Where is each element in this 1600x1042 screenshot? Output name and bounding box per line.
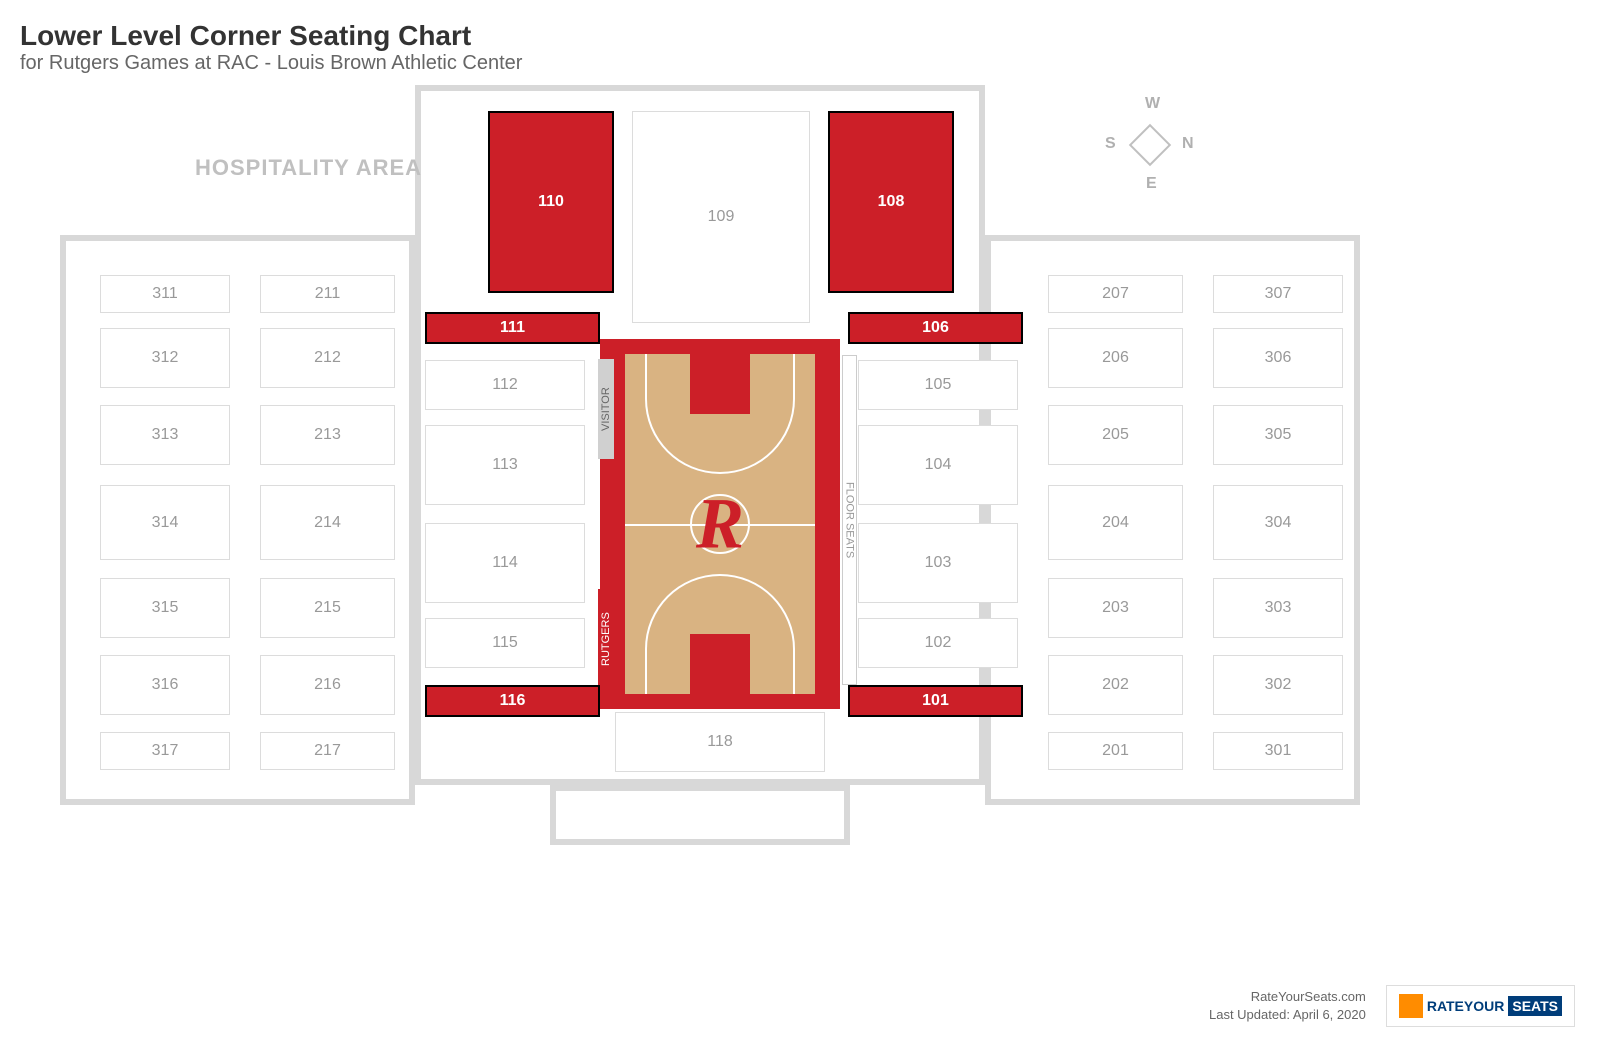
footer-text: RateYourSeats.com Last Updated: April 6,… — [1209, 988, 1366, 1024]
court-arc-bottom — [645, 574, 795, 694]
hospitality-label: HOSPITALITY AREA — [195, 155, 422, 181]
basketball-court: R VISITOR RUTGERS — [600, 339, 840, 709]
section-217[interactable]: 217 — [260, 732, 395, 770]
court-logo-letter: R — [696, 483, 744, 566]
section-301[interactable]: 301 — [1213, 732, 1343, 770]
section-201[interactable]: 201 — [1048, 732, 1183, 770]
section-204[interactable]: 204 — [1048, 485, 1183, 560]
section-306[interactable]: 306 — [1213, 328, 1343, 388]
section-304[interactable]: 304 — [1213, 485, 1343, 560]
section-302[interactable]: 302 — [1213, 655, 1343, 715]
footer-updated: Last Updated: April 6, 2020 — [1209, 1006, 1366, 1024]
compass-diamond-icon — [1129, 124, 1171, 166]
header: Lower Level Corner Seating Chart for Rut… — [20, 20, 1580, 75]
section-313[interactable]: 313 — [100, 405, 230, 465]
logo-text-1: RATEYOUR — [1427, 998, 1505, 1014]
chart-area: HOSPITALITY AREA W S N E R — [20, 85, 1580, 865]
logo-icon — [1399, 994, 1423, 1018]
section-106[interactable]: 106 — [848, 312, 1023, 344]
section-112[interactable]: 112 — [425, 360, 585, 410]
section-110[interactable]: 110 — [488, 111, 614, 293]
section-215[interactable]: 215 — [260, 578, 395, 638]
section-104[interactable]: 104 — [858, 425, 1018, 505]
court-arc-top — [645, 354, 795, 474]
section-214[interactable]: 214 — [260, 485, 395, 560]
section-105[interactable]: 105 — [858, 360, 1018, 410]
section-206[interactable]: 206 — [1048, 328, 1183, 388]
section-111[interactable]: 111 — [425, 312, 600, 344]
footer: RateYourSeats.com Last Updated: April 6,… — [1209, 985, 1575, 1027]
section-205[interactable]: 205 — [1048, 405, 1183, 465]
section-116[interactable]: 116 — [425, 685, 600, 717]
section-211[interactable]: 211 — [260, 275, 395, 313]
chart-subtitle: for Rutgers Games at RAC - Louis Brown A… — [20, 52, 1580, 75]
section-213[interactable]: 213 — [260, 405, 395, 465]
section-216[interactable]: 216 — [260, 655, 395, 715]
footer-logo[interactable]: RATEYOURSEATS — [1386, 985, 1575, 1027]
section-311[interactable]: 311 — [100, 275, 230, 313]
section-118[interactable]: 118 — [615, 712, 825, 772]
section-103[interactable]: 103 — [858, 523, 1018, 603]
floor-seats-label: FLOOR SEATS — [842, 355, 857, 685]
compass-n: N — [1182, 135, 1194, 153]
section-203[interactable]: 203 — [1048, 578, 1183, 638]
section-317[interactable]: 317 — [100, 732, 230, 770]
home-bench-label: RUTGERS — [598, 589, 614, 689]
footer-brand: RateYourSeats.com — [1209, 988, 1366, 1006]
compass-e: E — [1146, 175, 1157, 193]
section-316[interactable]: 316 — [100, 655, 230, 715]
section-303[interactable]: 303 — [1213, 578, 1343, 638]
section-113[interactable]: 113 — [425, 425, 585, 505]
section-114[interactable]: 114 — [425, 523, 585, 603]
seating-chart-container: Lower Level Corner Seating Chart for Rut… — [0, 0, 1600, 1042]
section-312[interactable]: 312 — [100, 328, 230, 388]
section-315[interactable]: 315 — [100, 578, 230, 638]
compass-w: W — [1145, 95, 1160, 113]
section-305[interactable]: 305 — [1213, 405, 1343, 465]
section-108[interactable]: 108 — [828, 111, 954, 293]
visitor-bench-label: VISITOR — [598, 359, 614, 459]
venue-outline-segment — [550, 785, 850, 845]
section-212[interactable]: 212 — [260, 328, 395, 388]
section-115[interactable]: 115 — [425, 618, 585, 668]
logo-text-2: SEATS — [1508, 996, 1562, 1016]
section-314[interactable]: 314 — [100, 485, 230, 560]
section-109[interactable]: 109 — [632, 111, 810, 323]
chart-title: Lower Level Corner Seating Chart — [20, 20, 1580, 52]
court-floor: R — [625, 354, 815, 694]
section-202[interactable]: 202 — [1048, 655, 1183, 715]
section-307[interactable]: 307 — [1213, 275, 1343, 313]
compass-s: S — [1105, 135, 1116, 153]
section-207[interactable]: 207 — [1048, 275, 1183, 313]
section-101[interactable]: 101 — [848, 685, 1023, 717]
compass: W S N E — [1100, 95, 1200, 195]
section-102[interactable]: 102 — [858, 618, 1018, 668]
